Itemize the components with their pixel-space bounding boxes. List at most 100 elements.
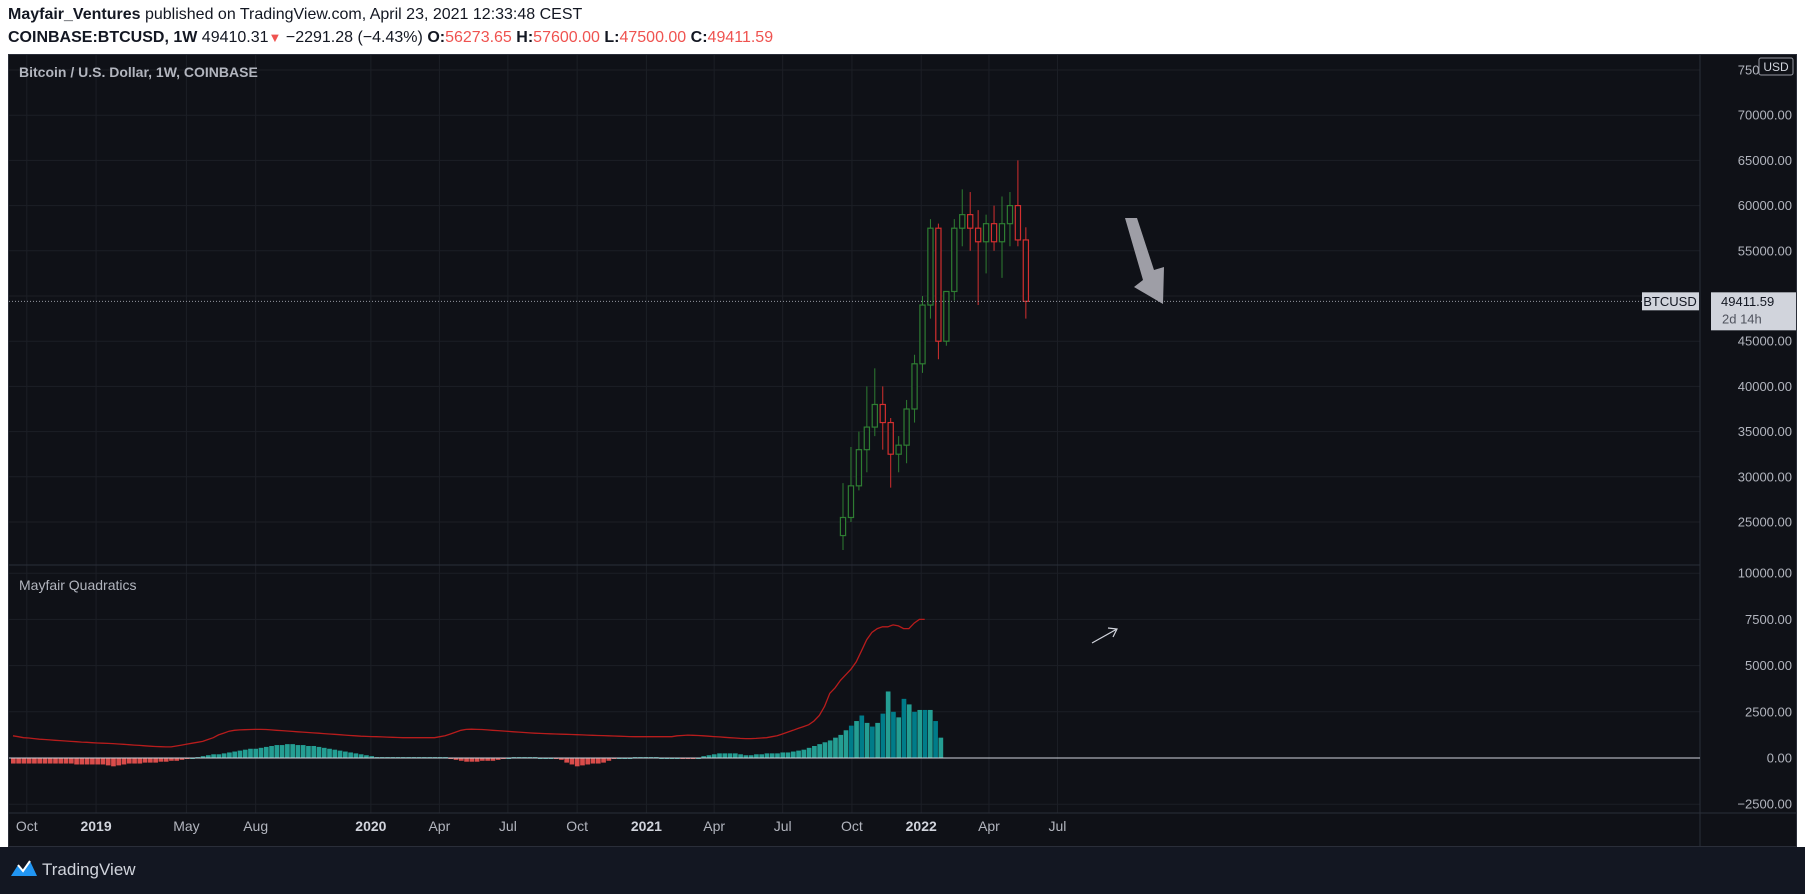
histogram-bar [290, 744, 295, 758]
histogram-bar [801, 749, 807, 758]
candle-body [982, 223, 990, 243]
histogram-bar [901, 698, 907, 758]
histogram-bar [142, 758, 148, 763]
price-tick-label: 60000.00 [1738, 198, 1792, 213]
candle [966, 192, 974, 251]
candle-body [959, 214, 966, 229]
candle-body [951, 227, 958, 293]
indicator-axis[interactable]: 10000.00 7500.00 5000.00 2500.00 0.00 −2500.0… [1737, 566, 1792, 812]
candle [863, 386, 871, 473]
time-axis[interactable]: Oct 2019 May Aug 2020 Apr Jul Oct 2021 Apr Jul Oct 2… [16, 818, 1067, 834]
chart-svg[interactable]: 75000.0070000.0065000.0060000.0055000.00… [9, 55, 1797, 847]
histogram-bar [495, 758, 501, 760]
tradingview-brand[interactable]: TradingView [42, 860, 136, 879]
candle [935, 223, 942, 360]
candle-body [887, 421, 894, 455]
histogram-bar [116, 758, 122, 766]
currency-badge[interactable]: USD [1758, 57, 1794, 76]
histogram-bar [148, 758, 153, 763]
up-arrow-annotation[interactable] [1091, 627, 1118, 644]
histogram-bar [248, 748, 253, 758]
histogram-bar [221, 753, 227, 758]
histogram-bar [933, 721, 938, 758]
histogram-bar [279, 745, 285, 758]
histogram-bar [927, 709, 933, 758]
candle [903, 399, 910, 464]
histogram-bar [37, 758, 43, 764]
histogram-bar [269, 745, 274, 758]
candle [871, 368, 879, 437]
publish-info: Mayfair_Ventures published on TradingVie… [8, 6, 582, 24]
tradingview-logo-icon[interactable] [10, 859, 38, 879]
histogram-bar [490, 758, 496, 761]
symbol-tag-box [1642, 292, 1699, 311]
candle [879, 386, 886, 450]
histogram-bar [848, 725, 854, 758]
chart-area[interactable]: 75000.0070000.0065000.0060000.0055000.00… [8, 54, 1797, 847]
histogram-bar [743, 755, 749, 758]
time-tick-label: Aug [243, 818, 268, 834]
close-value: 49411.59 [707, 29, 774, 46]
candle [887, 418, 894, 488]
histogram-bar [263, 746, 269, 758]
histogram-bar [21, 758, 27, 764]
candle [982, 214, 990, 274]
histogram-bar [812, 745, 817, 758]
currency-badge-frame [1758, 57, 1794, 76]
candle-body [855, 449, 863, 487]
candle-body [990, 223, 998, 243]
candle-body [935, 227, 942, 342]
histogram-bar [16, 758, 21, 764]
histogram-bar [785, 752, 791, 758]
time-tick-label: Oct [566, 818, 588, 834]
histogram-bar [90, 758, 95, 765]
candle-body [1014, 205, 1022, 241]
histogram-bar [47, 758, 53, 764]
histogram-bar [780, 752, 786, 758]
candle [943, 290, 950, 346]
candle-body [903, 408, 910, 446]
histogram-bar [74, 758, 79, 765]
time-tick-label: Oct [841, 818, 863, 834]
histogram-bar [126, 758, 132, 764]
histogram-bar [480, 758, 485, 761]
histogram-bar [121, 758, 127, 765]
indicator-tick-label: 2500.00 [1745, 704, 1792, 719]
histogram-bar [590, 758, 596, 764]
last-price: 49410.31 [201, 29, 269, 46]
candle [998, 196, 1006, 278]
grid-lines [9, 55, 1700, 813]
indicator-tick-label: −2500.00 [1737, 797, 1792, 812]
histogram-bar [912, 711, 917, 758]
histogram-bar [464, 758, 469, 762]
histogram-bar [11, 758, 16, 764]
histogram-bar [358, 754, 364, 758]
histogram-bar [595, 758, 601, 764]
histogram-bar [32, 758, 37, 764]
price-tick-label: 40000.00 [1738, 379, 1792, 394]
price-axis[interactable]: 75000.0070000.0065000.0060000.0055000.00… [1738, 63, 1792, 530]
histogram-bar [580, 758, 585, 766]
price-tag-value: 49411.59 [1721, 294, 1774, 309]
histogram-bar [706, 755, 712, 758]
time-tick-label: 2021 [631, 818, 662, 834]
histogram-bar [485, 758, 490, 761]
down-arrow-annotation[interactable] [1125, 218, 1164, 304]
histogram-bar [53, 758, 58, 764]
histogram-bar [906, 704, 912, 758]
histogram-group [11, 691, 944, 767]
open-value: 56273.65 [445, 29, 512, 46]
histogram-bar [569, 758, 575, 765]
candle-body [943, 290, 950, 342]
candle-body [879, 403, 886, 424]
histogram-bar [337, 750, 343, 758]
candle-body [1022, 239, 1030, 302]
histogram-bar [79, 758, 85, 765]
candle-body [974, 227, 982, 243]
histogram-bar [327, 748, 332, 758]
histogram-bar [574, 758, 580, 767]
indicator-tick-label: 10000.00 [1738, 566, 1792, 581]
publisher-name[interactable]: Mayfair_Ventures [8, 6, 141, 23]
histogram-bar [806, 747, 812, 758]
histogram-bar [606, 758, 612, 761]
